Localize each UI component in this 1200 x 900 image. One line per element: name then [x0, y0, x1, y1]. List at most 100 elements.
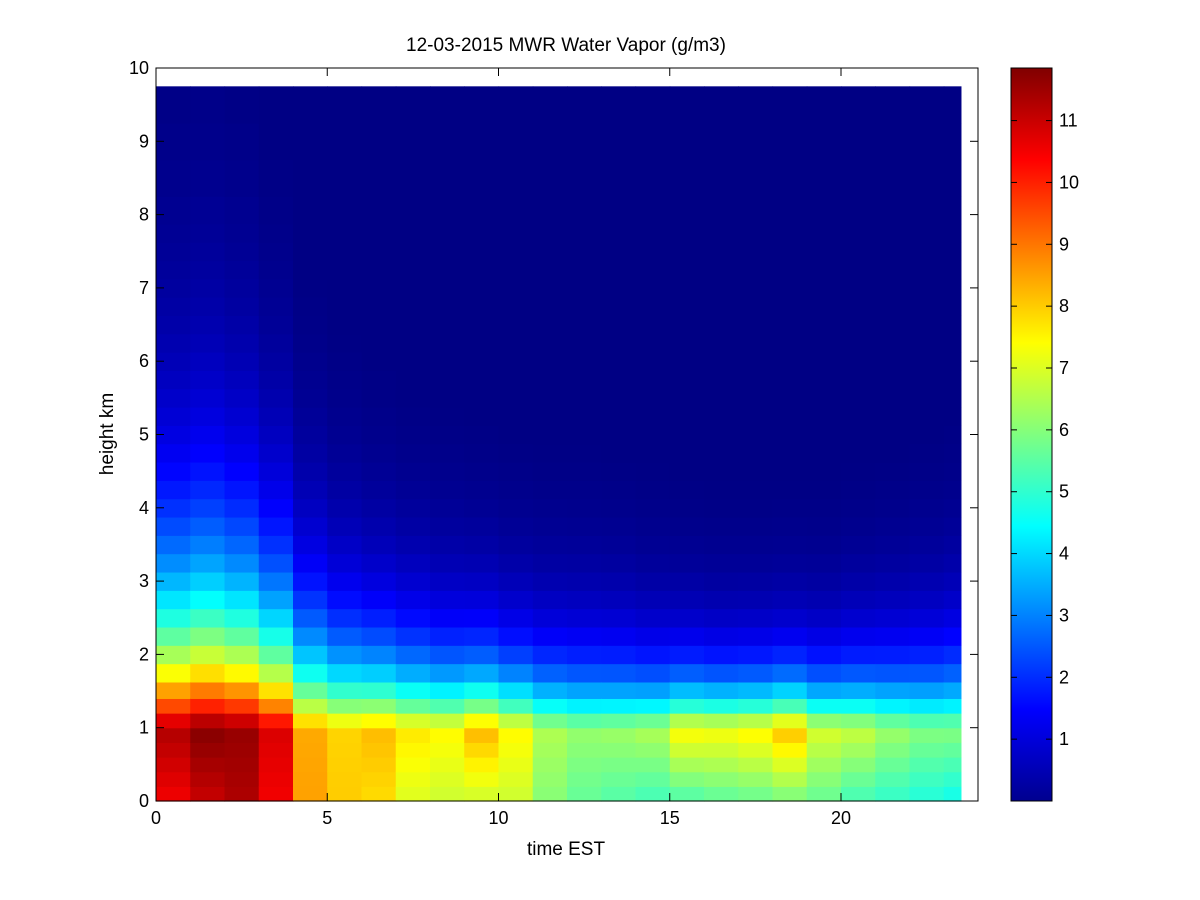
heatmap-cell — [258, 535, 294, 555]
heatmap-cell — [909, 713, 945, 729]
heatmap-cell — [635, 698, 671, 714]
heatmap-cell — [224, 590, 260, 610]
heatmap-cell — [532, 590, 568, 610]
heatmap-cell — [464, 742, 500, 758]
heatmap-cell — [909, 443, 945, 463]
heatmap-cell — [258, 480, 294, 500]
heatmap-cell — [806, 443, 842, 463]
heatmap-cell — [943, 86, 962, 124]
heatmap-cell — [224, 516, 260, 536]
heatmap-cell — [327, 498, 363, 518]
heatmap-cell — [532, 786, 568, 802]
heatmap-cell — [806, 535, 842, 555]
heatmap-cell — [567, 786, 602, 802]
heatmap-cell — [567, 742, 602, 758]
heatmap-cell — [498, 571, 534, 591]
heatmap-cell — [875, 498, 911, 518]
heatmap-cell — [361, 223, 397, 243]
heatmap-cell — [841, 425, 876, 445]
heatmap-cell — [258, 425, 294, 445]
heatmap-cell — [327, 771, 363, 787]
heatmap-cell — [704, 86, 739, 124]
heatmap-cell — [258, 516, 294, 536]
heatmap-cell — [293, 535, 328, 555]
heatmap-cell — [601, 742, 637, 758]
heatmap-cell — [601, 608, 637, 628]
heatmap-cell — [669, 315, 705, 335]
heatmap-cell — [806, 571, 842, 591]
heatmap-cell — [395, 315, 431, 335]
heatmap-cell — [395, 553, 431, 573]
heatmap-cell — [669, 352, 705, 371]
heatmap-cell — [224, 681, 260, 699]
heatmap-cell — [430, 461, 465, 481]
heatmap-cell — [704, 297, 739, 316]
heatmap-cell — [772, 553, 808, 573]
heatmap-cell — [669, 535, 705, 555]
heatmap-cell — [498, 626, 534, 646]
heatmap-cell — [327, 626, 363, 646]
heatmap-cell — [669, 425, 705, 445]
heatmap-cell — [293, 297, 328, 316]
heatmap-cell — [395, 742, 431, 758]
y-tick-label: 5 — [139, 425, 149, 445]
heatmap-cell — [601, 771, 637, 787]
heatmap-cell — [669, 297, 705, 316]
heatmap-cell — [909, 407, 945, 426]
heatmap-cell — [909, 698, 945, 714]
heatmap-cell — [532, 122, 568, 161]
heatmap-cell — [841, 663, 876, 683]
heatmap-cell — [943, 727, 962, 743]
heatmap-cell — [430, 571, 465, 591]
heatmap-cell — [258, 443, 294, 463]
heatmap-cell — [909, 425, 945, 445]
heatmap-cell — [635, 571, 671, 591]
heatmap-cell — [875, 771, 911, 787]
heatmap-cell — [567, 315, 602, 335]
heatmap-cell — [190, 727, 226, 743]
heatmap-cell — [395, 727, 431, 743]
heatmap-cell — [841, 370, 876, 390]
heatmap-cell — [669, 443, 705, 463]
heatmap-cell — [361, 480, 397, 500]
heatmap-cell — [635, 260, 671, 280]
heatmap-cell — [395, 571, 431, 591]
heatmap-cell — [361, 681, 397, 699]
heatmap-cell — [327, 86, 363, 124]
heatmap-cell — [361, 407, 397, 426]
heatmap-cell — [498, 742, 534, 758]
heatmap-cell — [532, 663, 568, 683]
heatmap-cell — [635, 370, 671, 390]
heatmap-cell — [190, 771, 226, 787]
heatmap-cell — [635, 713, 671, 729]
heatmap-cell — [875, 260, 911, 280]
heatmap-cell — [258, 681, 294, 699]
heatmap-cell — [395, 260, 431, 280]
heatmap-cell — [909, 771, 945, 787]
heatmap-cell — [704, 370, 739, 390]
heatmap-cell — [909, 727, 945, 743]
heatmap-cell — [806, 278, 842, 298]
heatmap-cell — [806, 122, 842, 161]
heatmap-cell — [258, 407, 294, 426]
heatmap-cell — [909, 498, 945, 518]
heatmap-cell — [875, 425, 911, 445]
heatmap-cell — [361, 260, 397, 280]
heatmap-cell — [669, 553, 705, 573]
heatmap-cell — [704, 663, 739, 683]
heatmap-cell — [224, 757, 260, 773]
heatmap-cell — [772, 590, 808, 610]
heatmap-cell — [909, 86, 945, 124]
heatmap-cell — [738, 771, 774, 787]
heatmap-cell — [190, 571, 226, 591]
heatmap-cell — [498, 553, 534, 573]
heatmap-cell — [327, 480, 363, 500]
heatmap-cell — [738, 590, 774, 610]
heatmap-cell — [841, 742, 876, 758]
heatmap-cell — [258, 315, 294, 335]
heatmap-cell — [430, 727, 465, 743]
heatmap-cell — [361, 663, 397, 683]
heatmap-cell — [327, 370, 363, 390]
heatmap-cell — [258, 333, 294, 353]
heatmap-cell — [704, 159, 739, 197]
